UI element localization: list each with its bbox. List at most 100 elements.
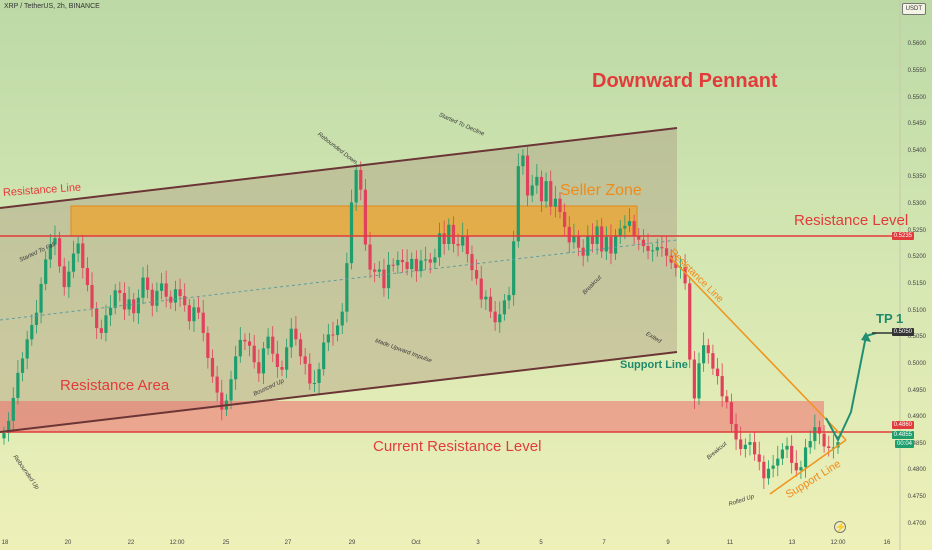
symbol-header[interactable]: XRP / TetherUS, 2h, BINANCE <box>4 3 100 10</box>
candle-body <box>169 296 173 303</box>
candle-body <box>595 226 599 244</box>
candle-body <box>447 224 451 244</box>
candle-body <box>776 458 780 466</box>
tp-price-tag: 0.5050 <box>891 328 914 336</box>
candle-body <box>419 260 423 272</box>
candle-body <box>285 347 289 370</box>
candle-body <box>373 269 377 272</box>
candle-body <box>280 367 284 370</box>
candle-body <box>544 181 548 202</box>
support-line-mid-label: Support Line <box>620 359 688 371</box>
candle-body <box>739 439 743 450</box>
candle-body <box>813 427 817 442</box>
candle-body <box>377 269 381 272</box>
candle-body <box>271 336 275 354</box>
candle-body <box>753 442 757 455</box>
candle-body <box>210 357 215 377</box>
resistance-level-label: Resistance Level <box>794 212 909 229</box>
candle-body <box>664 248 669 256</box>
candle-body <box>53 238 57 245</box>
y-tick-label: 0.5100 <box>907 307 926 314</box>
x-tick-label: 29 <box>348 540 356 546</box>
candle-body <box>479 278 483 300</box>
candle-body <box>697 363 701 399</box>
candle-body <box>651 250 655 252</box>
x-tick-label: 27 <box>284 540 292 546</box>
candle-body <box>257 362 261 374</box>
candle-body <box>340 311 344 326</box>
candle-body <box>294 328 298 340</box>
candle-body <box>757 454 761 462</box>
candle-body <box>363 189 367 245</box>
candle-body <box>127 299 131 310</box>
candle-body <box>197 307 201 313</box>
candle-body <box>512 241 516 296</box>
candle-body <box>688 283 692 360</box>
candle-body <box>563 212 567 227</box>
candle-body <box>428 259 432 263</box>
candle-body <box>692 359 696 399</box>
candle-body <box>521 155 525 167</box>
candle-body <box>609 237 613 254</box>
candle-body <box>136 297 140 314</box>
candle-body <box>2 433 6 439</box>
candle-body <box>386 264 391 289</box>
candle-body <box>604 237 608 252</box>
resistance-price-tag: 0.5235 <box>891 232 914 240</box>
candle-body <box>25 339 29 359</box>
seller-zone-box <box>70 205 638 237</box>
candle-body <box>790 445 794 463</box>
candle-body <box>34 312 39 325</box>
candle-body <box>558 198 562 213</box>
candle-body <box>614 235 618 254</box>
candle-body <box>586 235 590 256</box>
x-tick-label: 16 <box>883 540 891 546</box>
y-tick-label: 0.4900 <box>907 414 926 421</box>
candle-body <box>275 353 279 368</box>
candle-body <box>104 315 108 333</box>
lightning-icon[interactable]: ⚡ <box>834 521 847 533</box>
candle-body <box>20 358 25 373</box>
candle-body <box>317 369 321 383</box>
candle-body <box>808 441 812 448</box>
candle-body <box>442 233 446 244</box>
candle-body <box>303 356 307 364</box>
candle-body <box>215 376 219 393</box>
x-tick-label: 5 <box>539 540 543 546</box>
y-tick-label: 0.4800 <box>907 467 926 474</box>
x-tick-label: 9 <box>666 540 670 546</box>
pennant-resistance-line <box>668 255 847 441</box>
candle-body <box>48 244 52 260</box>
candle-body <box>502 300 506 315</box>
candle-body <box>146 277 150 290</box>
candle-body <box>410 258 414 270</box>
candle-body <box>683 266 687 284</box>
x-tick-label: 12:00 <box>830 540 846 546</box>
y-tick-label: 0.5600 <box>907 41 926 48</box>
candle-body <box>298 339 303 357</box>
candle-body <box>535 176 539 186</box>
candle-body <box>234 356 238 380</box>
candle-body <box>192 307 196 322</box>
y-tick-label: 0.5400 <box>907 147 926 154</box>
candle-body <box>674 262 678 268</box>
currency-badge[interactable]: USDT <box>901 3 926 15</box>
candle-body <box>461 235 465 246</box>
x-tick-label: 13 <box>788 540 796 546</box>
current-price-tag-a: 0.4860 <box>891 421 914 429</box>
countdown-timer: 00:04 <box>894 440 914 448</box>
candle-body <box>400 259 405 263</box>
projection-arrow-head <box>861 332 871 342</box>
x-tick-label: 20 <box>64 540 72 546</box>
candle-body <box>11 397 15 421</box>
candle-body <box>600 226 604 252</box>
candle-body <box>748 442 752 445</box>
candle-body <box>576 236 581 248</box>
candle-body <box>817 427 822 434</box>
candle-body <box>794 462 798 471</box>
candle-body <box>173 289 178 303</box>
candle-body <box>252 345 256 363</box>
candle-body <box>108 307 113 316</box>
candle-body <box>493 311 497 323</box>
